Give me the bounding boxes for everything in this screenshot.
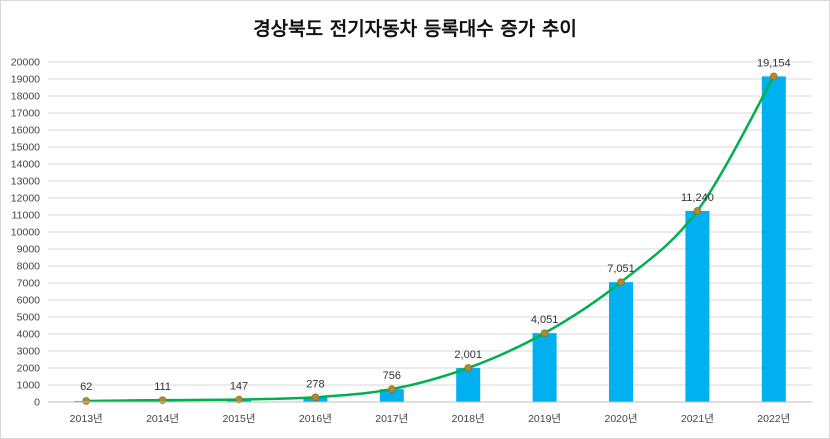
y-tick-label: 20000	[11, 57, 40, 69]
trend-marker	[311, 393, 320, 402]
trend-marker	[82, 397, 90, 405]
data-label: 7,051	[607, 263, 635, 275]
y-tick-label: 0	[34, 397, 40, 409]
x-tick-label: 2020년	[604, 413, 637, 425]
x-tick-label: 2021년	[681, 413, 714, 425]
y-tick-label: 7000	[17, 278, 41, 290]
bar	[456, 367, 481, 402]
y-tick-label: 4000	[17, 329, 41, 341]
x-tick-label: 2013년	[70, 413, 103, 425]
chart-title: 경상북도 전기자동차 등록대수 증가 추이	[253, 18, 577, 40]
x-tick-label: 2017년	[375, 413, 408, 425]
data-labels: 62 111 147 278 756 2,001 4,051 7,051 11,240 19,15…	[80, 57, 791, 393]
data-label: 756	[383, 370, 401, 382]
x-tick-label: 2019년	[528, 413, 561, 425]
y-tick-label: 1000	[17, 380, 41, 392]
y-tick-label: 12000	[11, 193, 40, 205]
y-tick-label: 17000	[11, 108, 40, 120]
data-label: 4,051	[531, 314, 559, 326]
y-tick-label: 8000	[17, 261, 41, 273]
y-tick-label: 9000	[17, 244, 41, 256]
trend-line	[82, 72, 778, 405]
x-tick-label: 2015년	[222, 413, 255, 425]
bars	[74, 76, 786, 402]
y-tick-label: 16000	[11, 125, 40, 137]
data-label: 278	[306, 378, 324, 390]
x-tick-label: 2022년	[757, 413, 790, 425]
y-tick-label: 3000	[17, 346, 41, 358]
trend-marker	[387, 385, 396, 393]
x-tick-label: 2018년	[452, 413, 485, 425]
trend-marker	[693, 207, 702, 215]
data-label: 11,240	[681, 192, 714, 204]
y-tick-label: 10000	[11, 227, 40, 239]
trend-marker	[617, 278, 625, 286]
y-axis: 0 1000 2000 3000 4000 5000 6000 7000 8000 9000 100…	[11, 57, 40, 409]
y-tick-label: 5000	[17, 312, 41, 324]
bar	[609, 282, 633, 402]
x-axis: 2013년 2014년 2015년 2016년 2017년 2018년 2019년 2020년…	[48, 401, 812, 425]
trend-line-path	[86, 75, 775, 403]
y-tick-label: 13000	[11, 176, 40, 188]
y-tick-label: 15000	[11, 142, 40, 154]
y-tick-label: 14000	[11, 159, 40, 171]
trend-marker	[769, 72, 778, 81]
trend-marker	[540, 329, 549, 337]
trend-marker	[464, 364, 473, 372]
data-label: 147	[230, 381, 248, 393]
data-label: 19,154	[757, 57, 791, 69]
bar	[532, 333, 557, 402]
x-tick-label: 2016년	[299, 413, 332, 425]
y-tick-label: 19000	[11, 74, 40, 86]
gridlines	[48, 61, 812, 403]
data-label: 2,001	[454, 349, 482, 361]
y-tick-label: 6000	[17, 295, 41, 307]
bar	[685, 210, 710, 402]
y-tick-label: 11000	[12, 210, 41, 222]
data-label: 62	[80, 381, 92, 393]
trend-marker	[235, 395, 243, 404]
bar	[379, 389, 404, 402]
data-label: 111	[154, 381, 171, 393]
y-tick-label: 2000	[17, 363, 41, 375]
trend-marker	[158, 396, 167, 404]
x-tick-label: 2014년	[146, 413, 179, 425]
y-tick-label: 18000	[11, 91, 40, 103]
bar	[761, 76, 786, 402]
